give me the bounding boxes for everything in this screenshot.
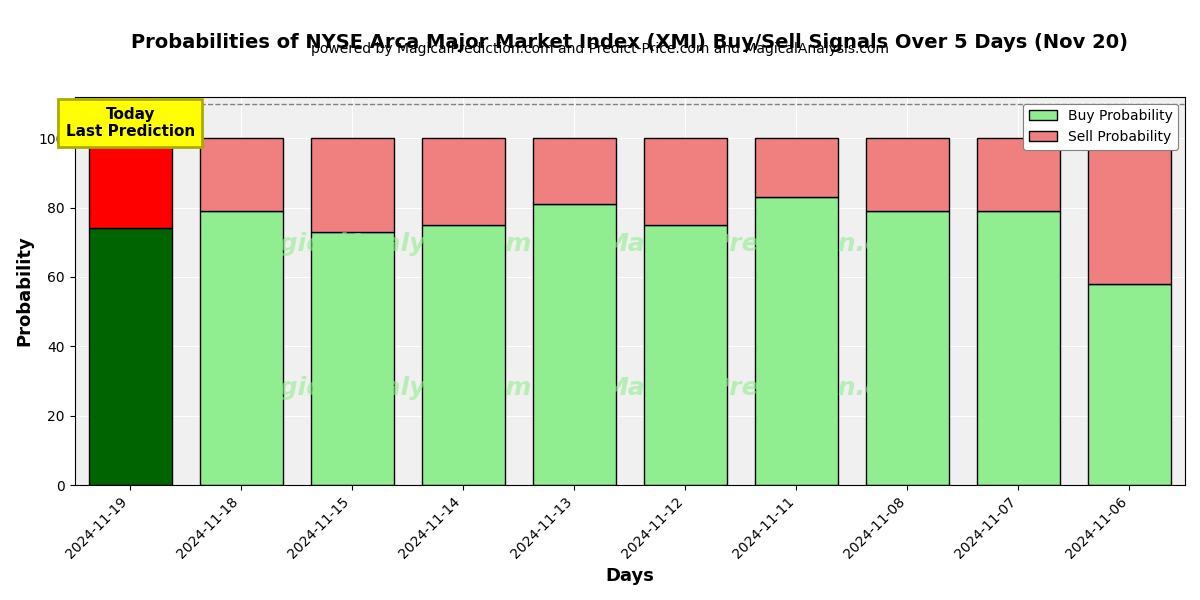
Bar — [421, 225, 505, 485]
Text: MagicalPrediction.com: MagicalPrediction.com — [604, 232, 923, 256]
Text: powered by MagicalPrediction.com and Predict-Price.com and MagicalAnalysis.com: powered by MagicalPrediction.com and Pre… — [311, 42, 889, 56]
Y-axis label: Probability: Probability — [16, 235, 34, 346]
Bar — [977, 138, 1060, 211]
Bar — [421, 138, 505, 225]
Bar — [311, 138, 394, 232]
Bar — [533, 138, 616, 204]
Bar — [755, 138, 838, 197]
Bar — [1088, 138, 1171, 284]
Bar — [1088, 284, 1171, 485]
Bar — [755, 197, 838, 485]
Bar — [977, 211, 1060, 485]
Title: Probabilities of NYSE Arca Major Market Index (XMI) Buy/Sell Signals Over 5 Days: Probabilities of NYSE Arca Major Market … — [131, 33, 1128, 52]
Bar — [865, 211, 949, 485]
Bar — [865, 138, 949, 211]
X-axis label: Days: Days — [605, 567, 654, 585]
Bar — [89, 138, 172, 229]
Bar — [643, 225, 727, 485]
Bar — [311, 232, 394, 485]
Bar — [89, 229, 172, 485]
Bar — [533, 204, 616, 485]
Legend: Buy Probability, Sell Probability: Buy Probability, Sell Probability — [1024, 104, 1178, 149]
Bar — [199, 138, 283, 211]
Text: MagicalAnalysis.com: MagicalAnalysis.com — [239, 232, 533, 256]
Bar — [199, 211, 283, 485]
Text: MagicalAnalysis.com: MagicalAnalysis.com — [239, 376, 533, 400]
Text: Today
Last Prediction: Today Last Prediction — [66, 107, 194, 139]
Text: MagicalPrediction.com: MagicalPrediction.com — [604, 376, 923, 400]
Bar — [643, 138, 727, 225]
